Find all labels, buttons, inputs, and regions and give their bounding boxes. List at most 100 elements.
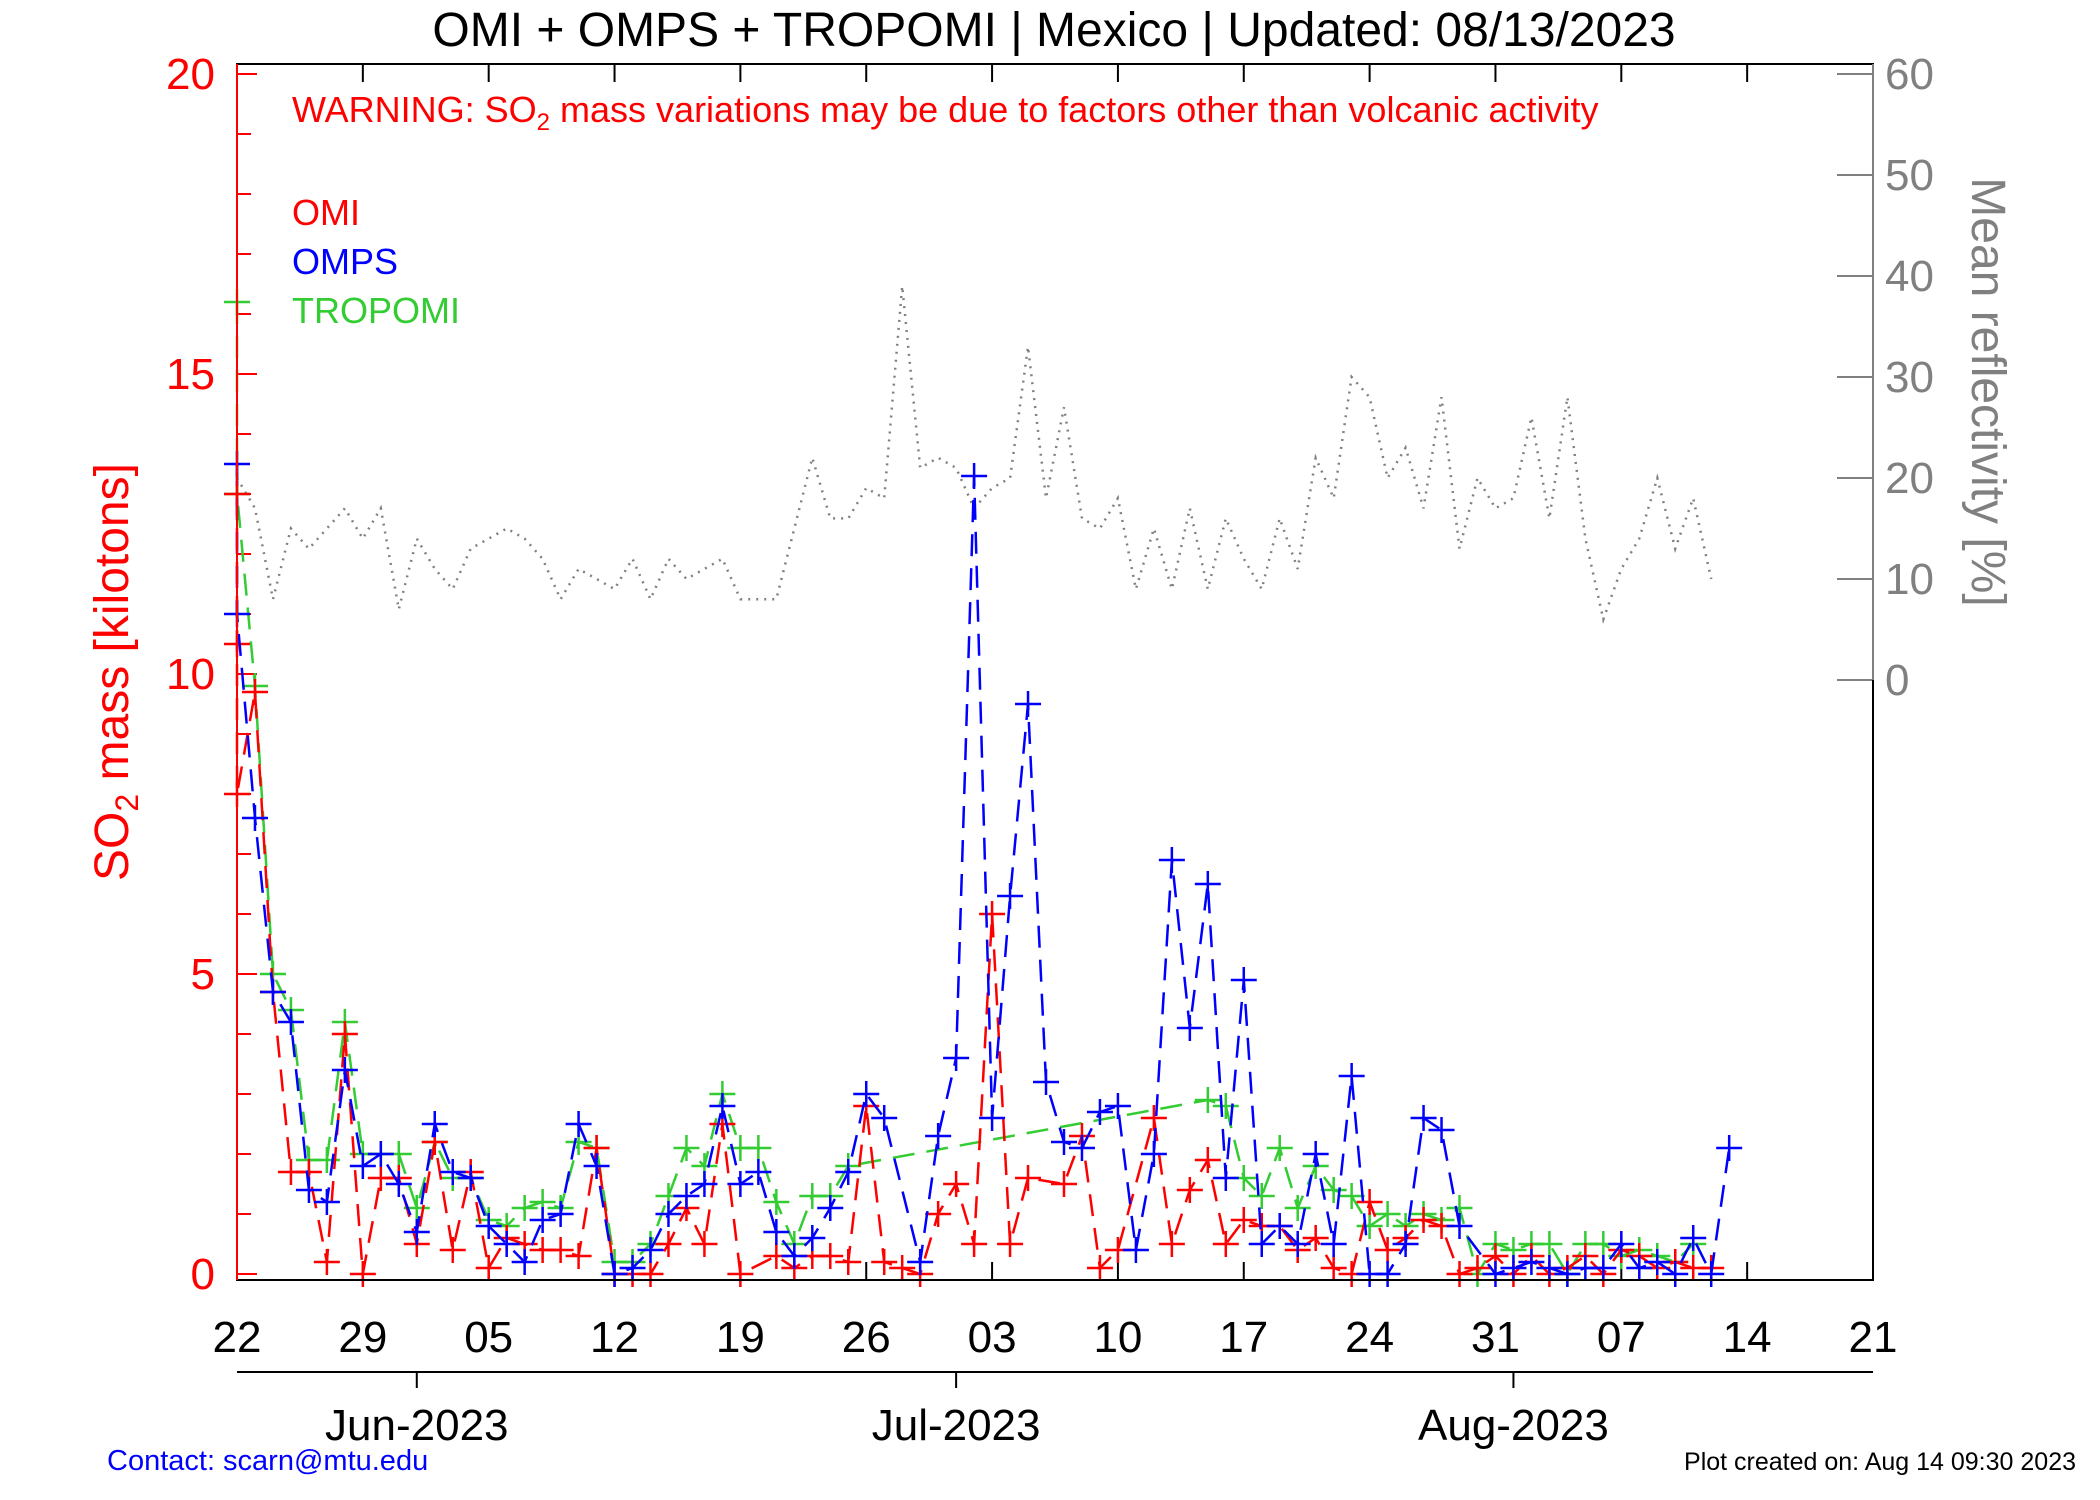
- data-point-omps: [1410, 1105, 1437, 1131]
- data-point-omi: [961, 1231, 988, 1257]
- data-point-omi: [1320, 1255, 1347, 1281]
- data-point-omps: [457, 1165, 484, 1191]
- y-tick-label: 20: [166, 50, 215, 99]
- y-right-tick-label: 50: [1885, 151, 1934, 200]
- data-point-tropomi: [745, 1135, 772, 1161]
- data-point-omps: [1446, 1213, 1473, 1239]
- data-point-omps: [1590, 1255, 1617, 1281]
- data-point-omi: [871, 1249, 898, 1275]
- data-point-omi: [1230, 1207, 1257, 1233]
- data-point-omi: [565, 1243, 592, 1269]
- month-label: Aug-2023: [1418, 1401, 1609, 1450]
- data-point-tropomi: [763, 1189, 790, 1215]
- y-axis-right-label: Mean reflectivity [%]: [1961, 177, 2014, 606]
- data-point-omps: [781, 1243, 808, 1269]
- data-point-omps: [943, 1045, 970, 1071]
- y-axis-label: SO2 mass [kilotons]: [86, 463, 145, 881]
- data-point-omps: [1284, 1231, 1311, 1257]
- data-point-omps: [547, 1201, 574, 1227]
- data-point-omps: [493, 1231, 520, 1257]
- x-tick-label: 31: [1471, 1313, 1520, 1362]
- data-point-tropomi: [1536, 1231, 1563, 1257]
- data-point-omi: [1356, 1189, 1383, 1215]
- data-point-omps: [1554, 1261, 1581, 1287]
- x-tick-label: 10: [1093, 1313, 1142, 1362]
- data-point-omi: [1446, 1261, 1473, 1287]
- data-point-omps: [1248, 1231, 1275, 1257]
- data-point-omps: [637, 1237, 664, 1263]
- data-point-omps: [1626, 1255, 1653, 1281]
- data-point-omps: [1536, 1255, 1563, 1281]
- series-line-tropomi: [235, 302, 1695, 1278]
- data-point-omi: [1302, 1225, 1329, 1251]
- data-point-omps: [1122, 1237, 1149, 1263]
- data-point-omi: [889, 1255, 916, 1281]
- data-point-omi: [691, 1231, 718, 1257]
- data-point-omps: [1608, 1231, 1635, 1257]
- data-point-omps: [1428, 1117, 1455, 1143]
- data-point-omps: [241, 805, 268, 831]
- data-point-omi: [241, 679, 268, 705]
- data-point-omps: [1266, 1213, 1293, 1239]
- month-label: Jun-2023: [325, 1401, 508, 1450]
- data-point-omps: [313, 1189, 340, 1215]
- data-point-omi: [637, 1261, 664, 1287]
- data-point-omps: [277, 1009, 304, 1035]
- data-point-omps: [799, 1225, 826, 1251]
- data-point-omps: [1716, 1135, 1743, 1161]
- data-point-omi: [979, 901, 1006, 927]
- y-right-tick-label: 60: [1885, 50, 1934, 99]
- data-point-omps: [979, 1105, 1006, 1131]
- data-point-omi: [1086, 1255, 1113, 1281]
- plot-frame: [236, 63, 1874, 1281]
- data-point-omps: [1482, 1261, 1509, 1287]
- data-point-omps: [1392, 1231, 1419, 1257]
- data-point-tropomi: [673, 1135, 700, 1161]
- x-tick-label: 17: [1219, 1313, 1268, 1362]
- data-point-omi: [1176, 1177, 1203, 1203]
- x-tick-label: 21: [1849, 1313, 1898, 1362]
- data-point-omps: [1302, 1141, 1329, 1167]
- data-point-omps: [1518, 1249, 1545, 1275]
- data-point-omi: [925, 1201, 952, 1227]
- data-point-omps: [961, 463, 988, 489]
- data-point-omi: [1050, 1171, 1077, 1197]
- data-point-tropomi: [1320, 1177, 1347, 1203]
- data-point-omps: [1662, 1261, 1689, 1287]
- data-point-omps: [835, 1159, 862, 1185]
- y-tick-label: 5: [191, 950, 215, 999]
- y-tick-label: 10: [166, 650, 215, 699]
- plot-area: [224, 285, 1743, 1287]
- data-point-omps: [853, 1081, 880, 1107]
- data-point-omps: [511, 1249, 538, 1275]
- data-point-omps: [1500, 1255, 1527, 1281]
- x-tick-label: 03: [968, 1313, 1017, 1362]
- data-point-omps: [655, 1201, 682, 1227]
- data-point-tropomi: [1266, 1135, 1293, 1161]
- y-right-tick-label: 30: [1885, 353, 1934, 402]
- data-point-omi: [1015, 1165, 1042, 1191]
- x-tick-label: 24: [1345, 1313, 1394, 1362]
- data-point-omps: [1104, 1093, 1131, 1119]
- data-point-omps: [745, 1159, 772, 1185]
- chart-title: OMI + OMPS + TROPOMI | Mexico | Updated:…: [432, 4, 1675, 57]
- data-point-tropomi: [1374, 1201, 1401, 1227]
- data-point-omps: [403, 1219, 430, 1245]
- x-tick-label: 26: [842, 1313, 891, 1362]
- plot-created-text: Plot created on: Aug 14 09:30 2023: [1684, 1448, 2076, 1476]
- data-point-omi: [727, 1261, 754, 1287]
- data-point-omps: [259, 979, 286, 1005]
- legend-tropomi: TROPOMI: [292, 290, 460, 331]
- data-point-omps: [619, 1255, 646, 1281]
- series-line-omi: [235, 494, 1712, 1276]
- data-point-omi: [349, 1261, 376, 1287]
- data-point-omps: [871, 1105, 898, 1131]
- x-tick-label: 22: [213, 1313, 262, 1362]
- right-axis-ticks: 0 10 20 30 40 50 60: [1837, 50, 1934, 705]
- data-point-omps: [691, 1171, 718, 1197]
- contact-link[interactable]: Contact: scarn@mtu.edu: [107, 1445, 428, 1477]
- data-point-omps: [727, 1171, 754, 1197]
- data-point-omi: [1158, 1231, 1185, 1257]
- data-point-omi: [439, 1237, 466, 1263]
